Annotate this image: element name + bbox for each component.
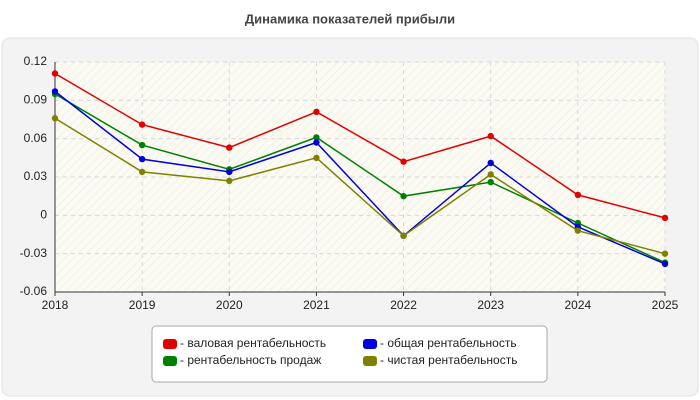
data-point [138,168,146,176]
series-line [54,72,666,219]
x-tick-label: 2022 [390,298,417,312]
legend-swatch [163,339,177,349]
series-line [54,117,666,255]
data-point [313,139,320,146]
data-point [51,88,59,95]
data-point [574,227,582,234]
x-tick-label: 2021 [303,298,330,312]
x-tick-label: 2020 [216,298,243,312]
data-point [661,260,669,268]
y-tick-label: 0 [40,208,47,222]
legend-label: - рентабельность продаж [180,353,321,367]
chart-title: Динамика показателей прибыли [245,11,455,26]
data-point [313,108,320,116]
y-tick-label: 0.09 [24,93,48,107]
data-point [400,192,407,200]
y-tick-label: -0.03 [20,246,48,260]
legend-swatch [163,356,177,366]
y-tick-label: 0.12 [24,54,48,68]
data-point [226,177,233,185]
data-point [138,155,146,163]
data-point [226,144,233,151]
x-tick-label: 2024 [565,298,592,312]
data-point [313,154,320,162]
series-line [54,90,666,265]
x-tick-label: 2025 [652,298,679,312]
data-point [661,214,669,222]
x-tick-label: 2019 [129,298,156,312]
data-point [400,232,407,239]
data-point [661,250,669,257]
legend [151,325,548,383]
x-tick-label: 2018 [42,298,69,312]
data-point [226,168,233,176]
legend-swatch [363,356,377,366]
data-point [51,115,59,122]
legend-label: - чистая рентабельность [380,353,517,367]
y-tick-label: -0.06 [20,284,48,298]
legend-label: - валовая рентабельность [180,336,326,350]
data-point [51,70,59,77]
data-point [574,191,582,199]
data-point [487,132,494,140]
data-point [487,178,494,186]
data-point [138,121,146,128]
x-tick-label: 2023 [477,298,504,312]
data-point [400,158,407,165]
data-point [487,171,494,178]
y-tick-label: 0.06 [24,131,48,145]
data-point [487,159,494,167]
data-point [313,134,320,141]
y-tick-label: 0.03 [24,169,48,183]
legend-label: - общая рентабельность [380,336,517,350]
legend-swatch [363,339,377,349]
data-point [138,141,146,149]
